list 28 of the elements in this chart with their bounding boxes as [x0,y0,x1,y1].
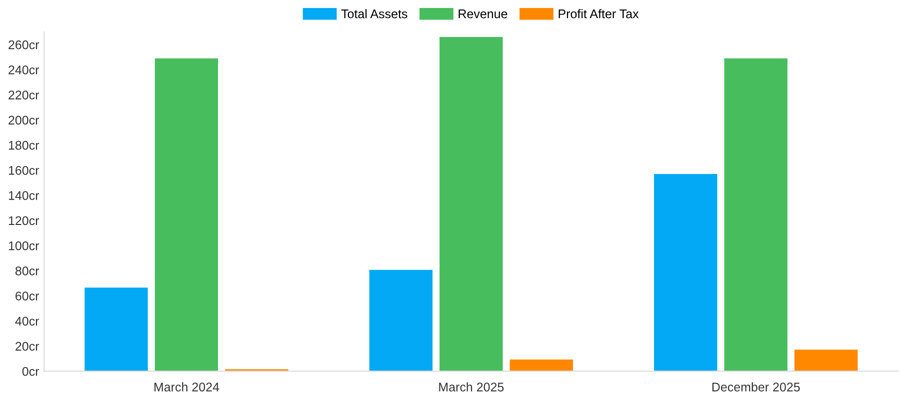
bar [84,288,148,372]
x-tick-label: December 2025 [712,382,800,392]
x-tick-label: March 2025 [439,382,504,392]
y-tick-label: 200cr [8,116,40,125]
legend-label: Total Assets [341,9,408,18]
y-tick-label: 80cr [15,266,40,276]
y-tick-label: 140cr [8,191,40,200]
bar [654,174,718,372]
y-tick-label: 40cr [15,316,40,326]
y-tick-label: 60cr [16,292,40,300]
bar [154,58,218,372]
legend-label: Profit After Tax [558,9,639,18]
y-tick-label: 120cr [8,216,40,226]
y-tick-label: 180cr [8,140,40,150]
y-tick-label: 0cr [22,367,40,376]
bar [440,37,503,372]
y-tick-label: 220cr [8,90,40,100]
y-tick-label: 240cr [8,65,40,74]
bar [369,270,433,372]
y-tick-label: 160cr [8,166,40,175]
bar [794,350,858,372]
x-tick-label: March 2024 [154,382,220,392]
y-tick-label: 100cr [8,241,40,250]
bar [724,58,788,372]
y-tick-label: 20cr [16,342,40,351]
bar [510,360,573,372]
y-tick-label: 260cr [8,40,40,50]
legend-label: Revenue [458,10,508,18]
